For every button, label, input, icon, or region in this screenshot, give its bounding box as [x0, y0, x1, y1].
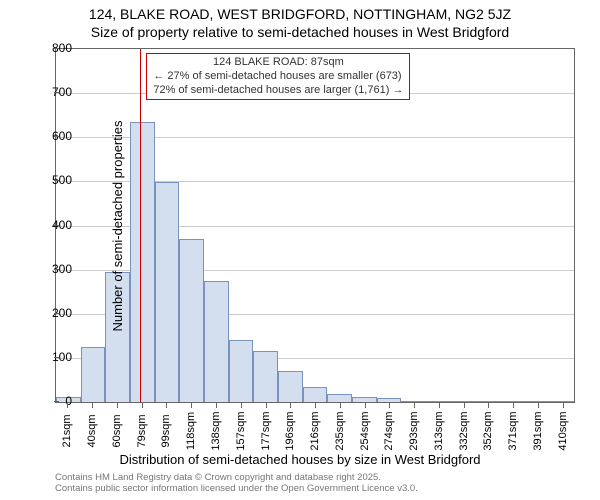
histogram-bar [401, 401, 426, 402]
x-tick-label: 40sqm [86, 414, 98, 447]
histogram-bar [352, 397, 377, 402]
title-line2: Size of property relative to semi-detach… [0, 24, 600, 40]
histogram-bar [525, 401, 550, 402]
x-tick-label: 79sqm [136, 414, 148, 447]
y-tick-mark [54, 269, 59, 270]
x-tick-label: 293sqm [408, 411, 420, 450]
x-tick-label: 216sqm [309, 411, 321, 450]
y-axis-label: Number of semi-detached properties [110, 120, 125, 331]
histogram-bar [303, 387, 328, 402]
x-tick-label: 313sqm [433, 411, 445, 450]
attribution-line1: Contains HM Land Registry data © Crown c… [55, 472, 418, 483]
reference-line [140, 49, 141, 402]
y-tick-label: 300 [32, 262, 72, 276]
x-tick-label: 254sqm [359, 411, 371, 450]
annotation-line3: 72% of semi-detached houses are larger (… [153, 84, 403, 98]
y-tick-label: 500 [32, 173, 72, 187]
histogram-bar [81, 347, 106, 402]
histogram-bar [377, 398, 402, 402]
histogram-bar [229, 340, 254, 402]
histogram-bar [253, 351, 278, 402]
y-tick-label: 200 [32, 306, 72, 320]
histogram-bar [179, 239, 204, 402]
x-tick-label: 157sqm [235, 411, 247, 450]
histogram-bar [130, 122, 155, 402]
y-tick-mark [54, 92, 59, 93]
y-tick-mark [54, 48, 59, 49]
y-tick-label: 100 [32, 350, 72, 364]
x-tick-label: 391sqm [532, 411, 544, 450]
x-tick-label: 60sqm [111, 414, 123, 447]
y-tick-label: 400 [32, 218, 72, 232]
histogram-plot: 124 BLAKE ROAD: 87sqm ← 27% of semi-deta… [55, 48, 575, 403]
y-tick-mark [54, 136, 59, 137]
y-tick-mark [54, 401, 59, 402]
x-tick-label: 118sqm [185, 412, 197, 450]
x-axis-label: Distribution of semi-detached houses by … [0, 452, 600, 467]
annotation-box: 124 BLAKE ROAD: 87sqm ← 27% of semi-deta… [146, 53, 410, 100]
x-tick-label: 21sqm [61, 414, 73, 447]
title-line1: 124, BLAKE ROAD, WEST BRIDGFORD, NOTTING… [0, 6, 600, 22]
x-tick-label: 410sqm [557, 411, 569, 450]
bars-container [56, 49, 574, 402]
y-axis-label-wrap: Number of semi-detached properties [0, 48, 20, 403]
histogram-bar [204, 281, 229, 402]
x-tick-label: 177sqm [260, 411, 272, 450]
histogram-bar [155, 182, 180, 402]
histogram-bar [278, 371, 303, 402]
histogram-bar [500, 401, 525, 402]
annotation-line1: 124 BLAKE ROAD: 87sqm [153, 56, 403, 70]
y-tick-mark [54, 180, 59, 181]
histogram-bar [549, 401, 574, 402]
x-tick-label: 138sqm [210, 411, 222, 450]
x-tick-label: 235sqm [334, 411, 346, 450]
y-tick-label: 800 [32, 41, 72, 55]
x-tick-label: 371sqm [507, 411, 519, 450]
x-tick-label: 99sqm [160, 414, 172, 447]
attribution-text: Contains HM Land Registry data © Crown c… [55, 472, 418, 495]
x-tick-label: 274sqm [383, 411, 395, 450]
attribution-line2: Contains public sector information licen… [55, 483, 418, 494]
y-tick-label: 600 [32, 129, 72, 143]
histogram-bar [475, 401, 500, 402]
x-tick-label: 332sqm [458, 411, 470, 450]
y-tick-mark [54, 357, 59, 358]
y-tick-mark [54, 225, 59, 226]
histogram-bar [327, 394, 352, 402]
y-tick-mark [54, 313, 59, 314]
x-tick-label: 196sqm [284, 411, 296, 450]
histogram-bar [426, 401, 451, 402]
x-tick-label: 352sqm [482, 411, 494, 450]
histogram-bar [451, 401, 476, 402]
annotation-line2: ← 27% of semi-detached houses are smalle… [153, 70, 403, 84]
y-tick-label: 700 [32, 85, 72, 99]
